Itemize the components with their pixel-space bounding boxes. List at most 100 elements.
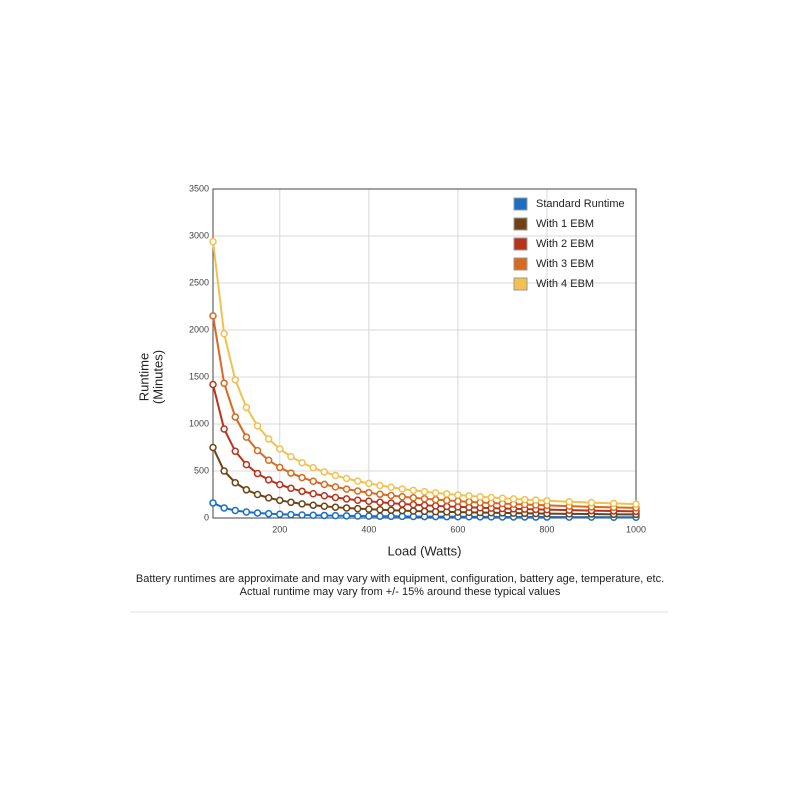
data-point xyxy=(431,502,440,510)
data-point xyxy=(220,467,228,475)
data-point xyxy=(331,511,340,520)
data-point xyxy=(420,507,429,516)
data-point xyxy=(253,469,262,478)
data-point xyxy=(365,488,373,497)
data-point xyxy=(587,498,596,507)
data-point xyxy=(342,504,351,512)
y-tick-label: 500 xyxy=(194,465,209,475)
data-point xyxy=(320,480,329,489)
data-point xyxy=(398,493,406,501)
data-point xyxy=(465,498,473,506)
data-point xyxy=(342,512,351,520)
data-point xyxy=(632,500,640,508)
data-point xyxy=(409,486,418,495)
data-point xyxy=(420,494,429,503)
legend-swatch xyxy=(513,257,528,271)
data-point xyxy=(276,510,284,518)
data-point xyxy=(253,422,262,430)
data-point xyxy=(498,494,507,503)
data-point xyxy=(209,312,217,320)
data-point xyxy=(287,484,295,493)
data-point xyxy=(287,510,295,519)
data-point xyxy=(420,487,429,496)
data-point xyxy=(342,495,351,503)
footnote: Battery runtimes are approximate and may… xyxy=(136,573,664,585)
data-point xyxy=(465,492,473,500)
data-point xyxy=(231,479,240,487)
data-point xyxy=(298,487,306,496)
data-point xyxy=(532,496,540,504)
x-tick-label: 800 xyxy=(539,524,554,534)
data-point xyxy=(431,495,440,504)
data-point xyxy=(242,403,251,412)
x-tick-label: 400 xyxy=(361,524,376,534)
data-point xyxy=(342,485,351,493)
data-point xyxy=(398,500,406,508)
footnote: Actual runtime may vary from +/- 15% aro… xyxy=(240,586,561,598)
data-point xyxy=(253,446,262,455)
data-point xyxy=(443,502,451,511)
legend-label: With 4 EBM xyxy=(536,278,594,290)
data-point xyxy=(309,477,317,485)
data-point xyxy=(509,495,518,503)
legend-label: Standard Runtime xyxy=(536,198,625,210)
data-point xyxy=(353,504,362,513)
data-point xyxy=(443,496,451,505)
data-point xyxy=(331,503,340,511)
data-point xyxy=(242,508,251,516)
x-tick-label: 1000 xyxy=(626,524,646,534)
data-point xyxy=(476,493,484,501)
data-point xyxy=(454,491,462,499)
data-point xyxy=(231,376,240,384)
data-point xyxy=(242,433,251,441)
legend-swatch xyxy=(513,197,528,211)
data-point xyxy=(365,505,373,513)
data-point xyxy=(320,468,329,476)
series-line xyxy=(212,315,637,509)
data-point xyxy=(609,499,618,508)
data-point xyxy=(309,511,317,520)
legend-label: With 1 EBM xyxy=(536,218,594,230)
data-point xyxy=(409,494,418,502)
data-point xyxy=(543,496,551,505)
data-point xyxy=(298,458,306,467)
data-point xyxy=(220,425,228,433)
data-point xyxy=(387,483,395,492)
legend-label: With 3 EBM xyxy=(536,258,594,270)
data-point xyxy=(387,512,395,521)
y-tick-label: 0 xyxy=(204,512,209,522)
data-point xyxy=(220,504,228,512)
data-point xyxy=(276,496,284,505)
data-point xyxy=(309,463,317,472)
data-point xyxy=(353,487,362,495)
data-point xyxy=(287,469,295,477)
legend-swatch xyxy=(513,277,528,291)
data-point xyxy=(365,512,373,520)
data-point xyxy=(365,497,373,506)
data-point xyxy=(353,477,362,485)
data-point xyxy=(253,490,262,499)
data-point xyxy=(253,509,262,517)
data-point xyxy=(231,506,240,515)
data-point xyxy=(264,509,273,518)
data-point xyxy=(220,330,228,338)
data-point xyxy=(209,499,217,507)
data-point xyxy=(220,379,228,388)
data-point xyxy=(242,460,251,469)
x-tick-label: 200 xyxy=(272,524,287,534)
x-tick-label: 600 xyxy=(450,524,465,534)
legend-swatch xyxy=(513,237,528,251)
data-point xyxy=(298,511,306,519)
data-point xyxy=(353,512,362,520)
x-axis-label: Load (Watts) xyxy=(388,543,462,558)
data-point xyxy=(409,500,418,509)
data-point xyxy=(376,498,384,507)
y-tick-label: 2500 xyxy=(189,277,209,287)
data-point xyxy=(320,491,329,500)
data-point xyxy=(309,501,317,509)
data-point xyxy=(409,507,418,515)
data-point xyxy=(487,493,496,502)
data-point xyxy=(376,490,384,498)
y-tick-label: 1000 xyxy=(189,418,209,428)
